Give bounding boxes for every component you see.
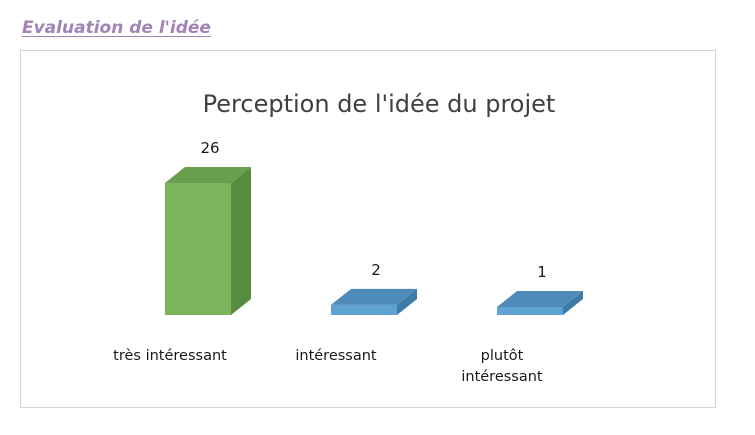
bar-top-face (165, 167, 251, 183)
bar (165, 167, 251, 315)
chart-frame: Perception de l'idée du projet 26 2 1 très… (20, 50, 716, 408)
data-label: 26 (200, 139, 219, 157)
category-label: très intéressant (113, 348, 227, 364)
bar-top-face (497, 291, 583, 307)
bar-top-face (331, 288, 417, 305)
bars-group (165, 167, 583, 315)
data-label: 2 (371, 261, 381, 279)
bar-chart: Perception de l'idée du projet 26 2 1 très… (113, 90, 583, 385)
bar-front-face (165, 183, 231, 315)
bar-front-face (497, 307, 563, 315)
data-labels-group: 26 2 1 (200, 139, 546, 281)
category-labels-group: très intéressant intéressant plutôt intéres… (113, 348, 543, 385)
bar-side-face (231, 167, 251, 315)
bar-front-face (331, 304, 397, 315)
bar-side-face (563, 291, 583, 315)
bar (331, 288, 417, 315)
bar (497, 291, 583, 315)
chart-title: Perception de l'idée du projet (203, 90, 556, 118)
category-label: intéressant (295, 348, 377, 364)
category-label: plutôt intéressant (461, 348, 543, 385)
section-heading: Evaluation de l'idée (22, 18, 211, 38)
bar-side-face (397, 288, 417, 315)
data-label: 1 (537, 263, 547, 281)
